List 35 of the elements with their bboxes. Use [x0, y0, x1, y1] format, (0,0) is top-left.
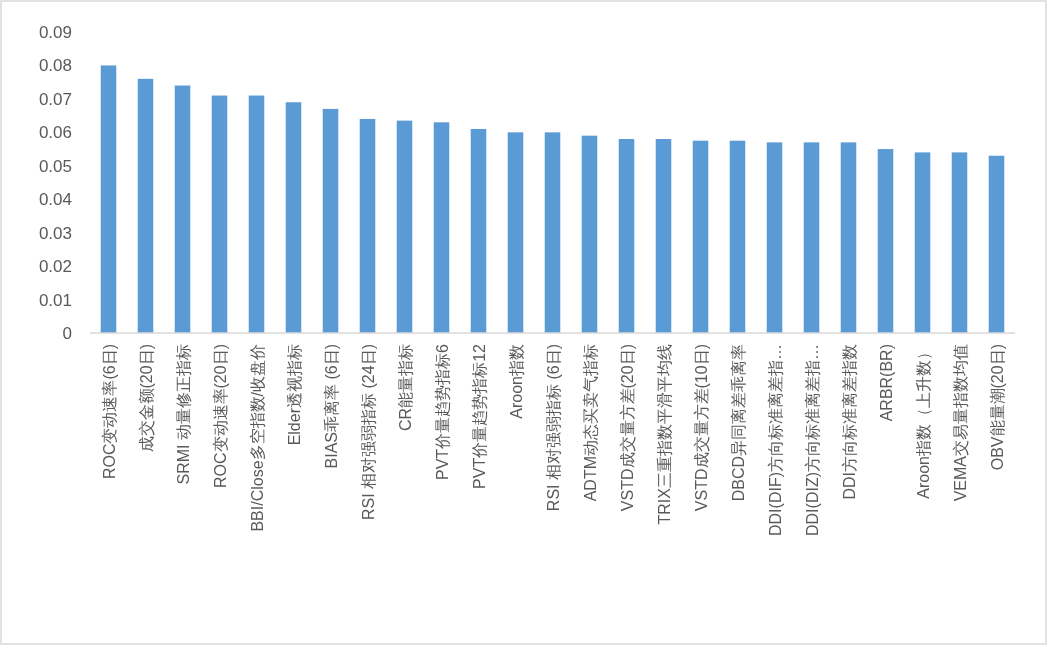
- x-tick-label: PVT价量趋势指标12: [470, 343, 488, 489]
- x-tick-label: BIAS乖离率 (6日): [322, 344, 340, 469]
- x-tick-label: DBCD异同离差乖离率: [729, 344, 747, 502]
- y-tick-label: 0.07: [38, 89, 72, 109]
- x-tick-label: ROC变动速率(6日): [100, 344, 118, 480]
- x-tick-label: DDI(DIF)方向标准离差指…: [766, 344, 784, 536]
- x-tick-label: PVT价量趋势指标6: [433, 343, 451, 481]
- x-tick-label: SRMI 动量修正指标: [174, 344, 192, 485]
- x-tick-label: Aroon指数: [507, 344, 525, 419]
- x-tick-label: RSI 相对强弱指标 (24日): [359, 344, 377, 521]
- y-tick-label: 0.08: [38, 56, 72, 76]
- x-tick-label: BBI/Close多空指数/收盘价: [248, 344, 266, 532]
- y-tick-label: 0.05: [38, 156, 72, 176]
- y-tick-label: 0: [62, 324, 72, 343]
- x-tick-label: OBV能量潮(20日): [988, 344, 1006, 471]
- y-tick-label: 0.04: [38, 190, 72, 210]
- x-tick-label: ARBR(BR): [877, 344, 895, 422]
- x-tick-label: VEMA交易量指数均值: [951, 344, 969, 502]
- x-tick-label: TRIX三重指数平滑平均线: [655, 344, 673, 525]
- x-tick-label: VSTD成交量方差(20日): [618, 344, 636, 512]
- x-tick-label: VSTD成交量方差(10日): [692, 344, 710, 512]
- x-tick-label: RSI 相对强弱指标 (6日): [544, 344, 562, 512]
- x-tick-label: DDI(DIZ)方向标准离差指…: [803, 344, 821, 536]
- x-tick-label: ADTM动态买卖气指标: [581, 344, 599, 502]
- y-tick-label: 0.06: [38, 123, 72, 143]
- x-tick-label: 成交金额(20日): [137, 344, 155, 453]
- y-tick-label: 0.03: [38, 223, 72, 243]
- y-tick-label: 0.01: [38, 290, 72, 310]
- x-tick-label: DDI方向标准离差指数: [840, 344, 858, 500]
- y-tick-label: 0.09: [38, 23, 72, 42]
- x-tick-label: Aroon指数（上升数）: [914, 344, 932, 499]
- x-tick-label: Elder透视指标: [285, 344, 303, 446]
- x-tick-label: ROC变动速率(20日): [211, 344, 229, 489]
- x-tick-label: CR能量指标: [396, 344, 414, 432]
- y-tick-label: 0.02: [38, 257, 72, 277]
